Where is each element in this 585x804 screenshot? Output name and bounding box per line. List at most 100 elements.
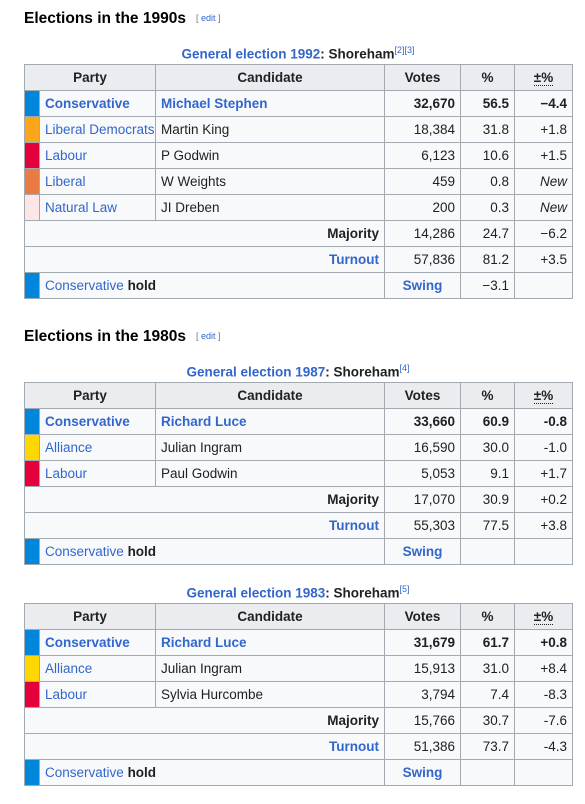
empty-cell bbox=[514, 538, 573, 565]
party-link[interactable]: Alliance bbox=[39, 434, 156, 461]
party-color-swatch bbox=[24, 90, 40, 117]
election-link[interactable]: General election 1987 bbox=[186, 364, 326, 380]
candidate-name: P Godwin bbox=[155, 142, 385, 169]
votes-value: 200 bbox=[384, 194, 461, 221]
swing-link[interactable]: Swing bbox=[384, 759, 461, 786]
party-color-swatch bbox=[24, 194, 40, 221]
turnout-votes: 55,303 bbox=[384, 512, 461, 539]
party-color-swatch bbox=[24, 538, 40, 565]
votes-value: 5,053 bbox=[384, 460, 461, 487]
majority-percent: 24.7 bbox=[460, 220, 515, 247]
candidate-name: Julian Ingram bbox=[155, 434, 385, 461]
table-row: Alliance Julian Ingram 16,590 30.0 -1.0 bbox=[24, 434, 573, 461]
votes-value: 3,794 bbox=[384, 681, 461, 708]
party-link[interactable]: Labour bbox=[39, 142, 156, 169]
section-title: Elections in the 1980s bbox=[24, 328, 186, 345]
party-color-swatch bbox=[24, 116, 40, 143]
party-link[interactable]: Alliance bbox=[39, 655, 156, 682]
majority-label: Majority bbox=[24, 220, 385, 247]
party-link[interactable]: Labour bbox=[39, 681, 156, 708]
turnout-percent: 73.7 bbox=[460, 733, 515, 760]
party-link[interactable]: Liberal bbox=[39, 168, 156, 195]
edit-link[interactable]: edit bbox=[200, 331, 216, 341]
header-candidate: Candidate bbox=[155, 382, 385, 409]
reference-link[interactable]: [5] bbox=[399, 584, 410, 594]
header-candidate: Candidate bbox=[155, 64, 385, 91]
party-link[interactable]: Liberal Democrats bbox=[39, 116, 156, 143]
election-link[interactable]: General election 1983 bbox=[186, 585, 326, 601]
party-color-swatch bbox=[24, 272, 40, 299]
reference-link[interactable]: [2][3] bbox=[394, 45, 415, 55]
edit-link[interactable]: edit bbox=[200, 13, 216, 23]
header-change: ±% bbox=[514, 382, 573, 409]
change-value: −4.4 bbox=[514, 90, 573, 117]
party-color-swatch bbox=[24, 142, 40, 169]
candidate-name: Sylvia Hurcombe bbox=[155, 681, 385, 708]
results-table-1992: Party Candidate Votes% ±% Conservative Michae… bbox=[24, 64, 573, 299]
turnout-row: Turnout 51,386 73.7 -4.3 bbox=[24, 733, 573, 760]
party-link[interactable]: Conservative bbox=[45, 544, 124, 559]
election-link[interactable]: General election 1992 bbox=[181, 46, 321, 62]
party-link[interactable]: Conservative bbox=[39, 629, 156, 656]
header-change: ±% bbox=[514, 603, 573, 630]
candidate-link[interactable]: Michael Stephen bbox=[155, 90, 385, 117]
votes-value: 459 bbox=[384, 168, 461, 195]
header-percent: % bbox=[460, 603, 515, 630]
candidate-link[interactable]: Richard Luce bbox=[155, 408, 385, 435]
party-color-swatch bbox=[24, 168, 40, 195]
section-title: Elections in the 1990s bbox=[24, 10, 186, 27]
party-link[interactable]: Conservative bbox=[39, 90, 156, 117]
party-link[interactable]: Conservative bbox=[45, 765, 124, 780]
turnout-label[interactable]: Turnout bbox=[24, 733, 385, 760]
turnout-row: Turnout 55,303 77.5 +3.8 bbox=[24, 512, 573, 539]
header-percent: % bbox=[460, 382, 515, 409]
candidate-link[interactable]: Richard Luce bbox=[155, 629, 385, 656]
percent-value: 0.8 bbox=[460, 168, 515, 195]
table-row: Alliance Julian Ingram 15,913 31.0 +8.4 bbox=[24, 655, 573, 682]
turnout-votes: 51,386 bbox=[384, 733, 461, 760]
swing-link[interactable]: Swing bbox=[384, 538, 461, 565]
party-link[interactable]: Conservative bbox=[45, 278, 124, 293]
percent-value: 60.9 bbox=[460, 408, 515, 435]
change-value: +0.8 bbox=[514, 629, 573, 656]
header-percent: % bbox=[460, 64, 515, 91]
party-link[interactable]: Labour bbox=[39, 460, 156, 487]
votes-value: 31,679 bbox=[384, 629, 461, 656]
header-row: Party Candidate Votes% ±% bbox=[24, 382, 573, 409]
reference-link[interactable]: [4] bbox=[399, 363, 410, 373]
hold-row: Conservative hold Swing bbox=[24, 759, 573, 786]
candidate-name: W Weights bbox=[155, 168, 385, 195]
turnout-label[interactable]: Turnout bbox=[24, 246, 385, 273]
table-caption-1987: General election 1987: Shoreham[4] bbox=[186, 363, 410, 380]
table-caption-1992: General election 1992: Shoreham[2][3] bbox=[181, 45, 415, 62]
majority-votes: 15,766 bbox=[384, 707, 461, 734]
majority-row: Majority 15,766 30.7 -7.6 bbox=[24, 707, 573, 734]
majority-change: −6.2 bbox=[514, 220, 573, 247]
candidate-name: Martin King bbox=[155, 116, 385, 143]
majority-percent: 30.9 bbox=[460, 486, 515, 513]
change-value: New bbox=[514, 194, 573, 221]
hold-label: hold bbox=[127, 765, 157, 780]
percent-value: 10.6 bbox=[460, 142, 515, 169]
percent-value: 30.0 bbox=[460, 434, 515, 461]
party-link[interactable]: Natural Law bbox=[39, 194, 156, 221]
party-link[interactable]: Conservative bbox=[39, 408, 156, 435]
majority-row: Majority 14,286 24.7 −6.2 bbox=[24, 220, 573, 247]
turnout-votes: 57,836 bbox=[384, 246, 461, 273]
change-value: +1.7 bbox=[514, 460, 573, 487]
header-party: Party bbox=[24, 603, 156, 630]
empty-cell bbox=[514, 272, 573, 299]
votes-value: 18,384 bbox=[384, 116, 461, 143]
header-row: Party Candidate Votes% ±% bbox=[24, 64, 573, 91]
section-heading-1980s: Elections in the 1980s[ edit ] bbox=[24, 328, 221, 345]
hold-label: hold bbox=[127, 278, 157, 293]
hold-cell: Conservative hold bbox=[39, 272, 385, 299]
header-change-label: ±% bbox=[533, 70, 554, 86]
turnout-percent: 81.2 bbox=[460, 246, 515, 273]
percent-value: 9.1 bbox=[460, 460, 515, 487]
majority-percent: 30.7 bbox=[460, 707, 515, 734]
turnout-label[interactable]: Turnout bbox=[24, 512, 385, 539]
header-row: Party Candidate Votes% ±% bbox=[24, 603, 573, 630]
swing-link[interactable]: Swing bbox=[384, 272, 461, 299]
hold-row: Conservative hold Swing −3.1 bbox=[24, 272, 573, 299]
